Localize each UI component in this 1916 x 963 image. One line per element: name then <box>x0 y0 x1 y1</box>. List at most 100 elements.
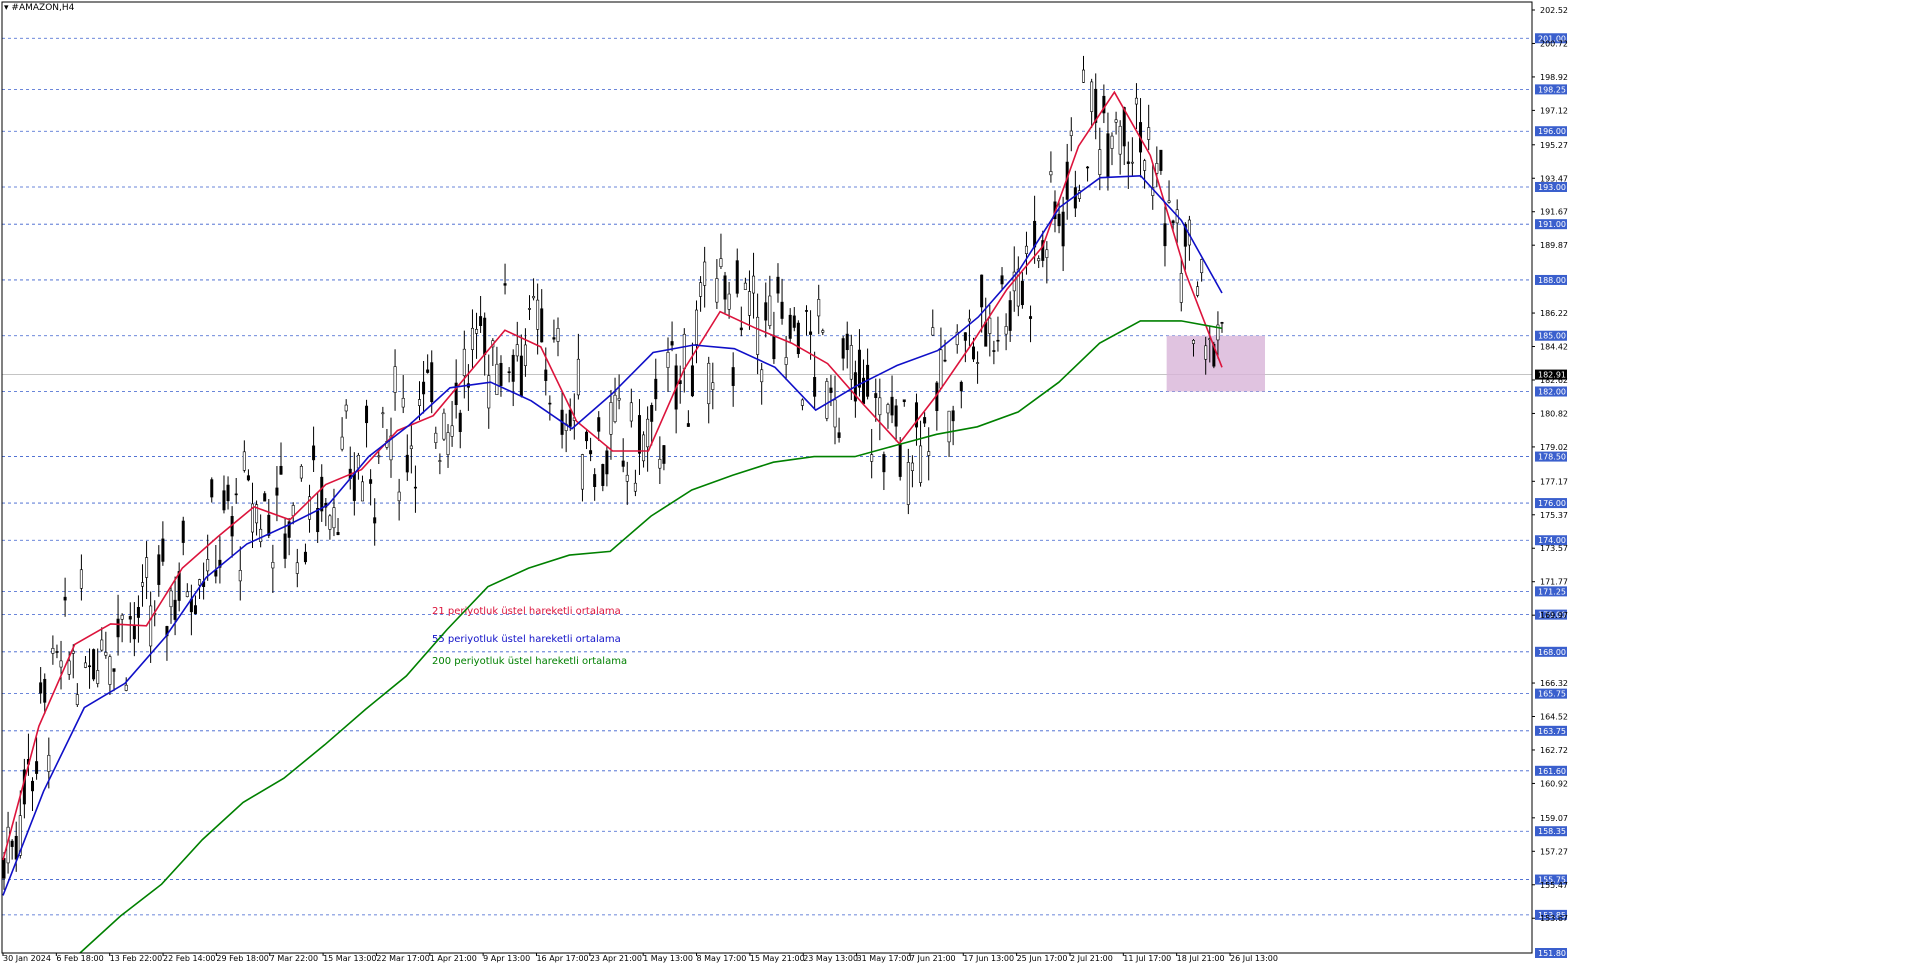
level-label: 196.00 <box>1538 127 1566 136</box>
candle-body <box>75 694 79 705</box>
candle-body <box>617 397 621 401</box>
candle-body <box>633 482 637 492</box>
candle-body <box>894 405 898 427</box>
candle-body <box>931 327 935 336</box>
level-label: 171.25 <box>1538 587 1566 596</box>
candle-body <box>369 479 373 484</box>
candle-body <box>731 367 735 386</box>
candle-body <box>413 486 417 489</box>
level-badge <box>1535 725 1567 736</box>
candle-body <box>1016 268 1020 307</box>
y-tick-label: 180.82 <box>1540 409 1568 418</box>
candle-body <box>83 662 87 668</box>
candle-body <box>1196 286 1200 296</box>
candle-body <box>947 410 951 443</box>
candle-body <box>43 678 47 703</box>
candle-body <box>222 490 226 511</box>
candle-body <box>870 454 874 462</box>
y-tick-label: 197.12 <box>1540 106 1568 115</box>
candle-body <box>1179 273 1183 303</box>
candle-body <box>764 302 768 321</box>
y-tick-label: 184.42 <box>1540 343 1568 352</box>
y-tick-label: 191.67 <box>1540 208 1568 217</box>
candle-body <box>809 331 813 335</box>
candle-body <box>1163 223 1167 247</box>
x-tick-label: 22 Feb 14:00 <box>163 954 215 963</box>
candle-body <box>695 309 699 345</box>
candle-body <box>136 607 140 618</box>
ema55-line[interactable] <box>2 174 1223 896</box>
candle-body <box>906 462 910 505</box>
candle-body <box>308 496 312 520</box>
candle-body <box>47 754 51 772</box>
candle-body <box>320 476 324 512</box>
candle-body <box>499 362 503 386</box>
candle-body <box>181 520 185 543</box>
ema200-line[interactable] <box>79 320 1223 954</box>
level-label: 178.50 <box>1538 453 1566 462</box>
candle-body <box>145 557 149 578</box>
candle-body <box>703 261 707 286</box>
candle-body <box>397 491 401 502</box>
candle-body <box>100 639 104 651</box>
candle-body <box>409 445 413 449</box>
level-badge <box>1535 126 1567 137</box>
candle-body <box>1134 97 1138 105</box>
candle-body <box>405 454 409 473</box>
candle-body <box>495 363 499 396</box>
candle-body <box>31 780 35 792</box>
candle-body <box>173 599 177 620</box>
candle-body <box>841 338 845 359</box>
candle-body <box>849 345 853 380</box>
candle-body <box>389 435 393 461</box>
candle-body <box>800 399 804 406</box>
dropdown-triangle-icon[interactable]: ▾ <box>4 3 9 13</box>
candle-body <box>59 660 63 668</box>
candle-body <box>1159 149 1163 171</box>
candle-body <box>426 369 430 373</box>
level-label: 191.00 <box>1538 220 1566 229</box>
candle-body <box>1041 240 1045 261</box>
candle-body <box>479 316 483 326</box>
candle-body <box>760 369 764 383</box>
level-badge <box>1535 646 1567 657</box>
candle-body <box>275 487 279 496</box>
candle-body <box>719 258 723 267</box>
candle-body <box>246 475 250 481</box>
candle-body <box>943 359 947 362</box>
candle-body <box>629 402 633 422</box>
candle-body <box>442 412 446 440</box>
candle-body <box>352 472 356 501</box>
candle-body <box>1008 300 1012 331</box>
candle-body <box>845 333 849 351</box>
candle-body <box>593 474 597 487</box>
consolidation-zone[interactable] <box>1166 335 1265 392</box>
level-badge <box>1535 688 1567 699</box>
level-badge <box>1535 535 1567 546</box>
candle-body <box>1049 171 1053 176</box>
candle-body <box>788 314 792 339</box>
candle-body <box>646 418 650 448</box>
x-tick-label: 23 Apr 21:00 <box>590 954 642 963</box>
level-badge <box>1535 219 1567 230</box>
ema21-line[interactable] <box>2 90 1223 861</box>
candle-body <box>780 301 784 319</box>
candle-body <box>1114 119 1118 123</box>
candle-body <box>784 357 788 365</box>
candle-body <box>149 605 153 647</box>
x-tick-label: 8 May 17:00 <box>697 954 747 963</box>
x-tick-label: 29 Feb 18:00 <box>216 954 268 963</box>
candle-body <box>1200 259 1204 274</box>
candle-body <box>686 423 690 427</box>
candle-body <box>817 299 821 317</box>
y-tick-label: 153.67 <box>1540 914 1568 923</box>
candle-body <box>67 660 71 675</box>
candle-body <box>951 410 955 422</box>
y-tick-label: 169.97 <box>1540 611 1568 620</box>
candle-body <box>756 316 760 355</box>
level-badge <box>1535 330 1567 341</box>
candle-body <box>332 507 336 529</box>
candle-body <box>532 296 536 299</box>
candle-body <box>898 444 902 477</box>
